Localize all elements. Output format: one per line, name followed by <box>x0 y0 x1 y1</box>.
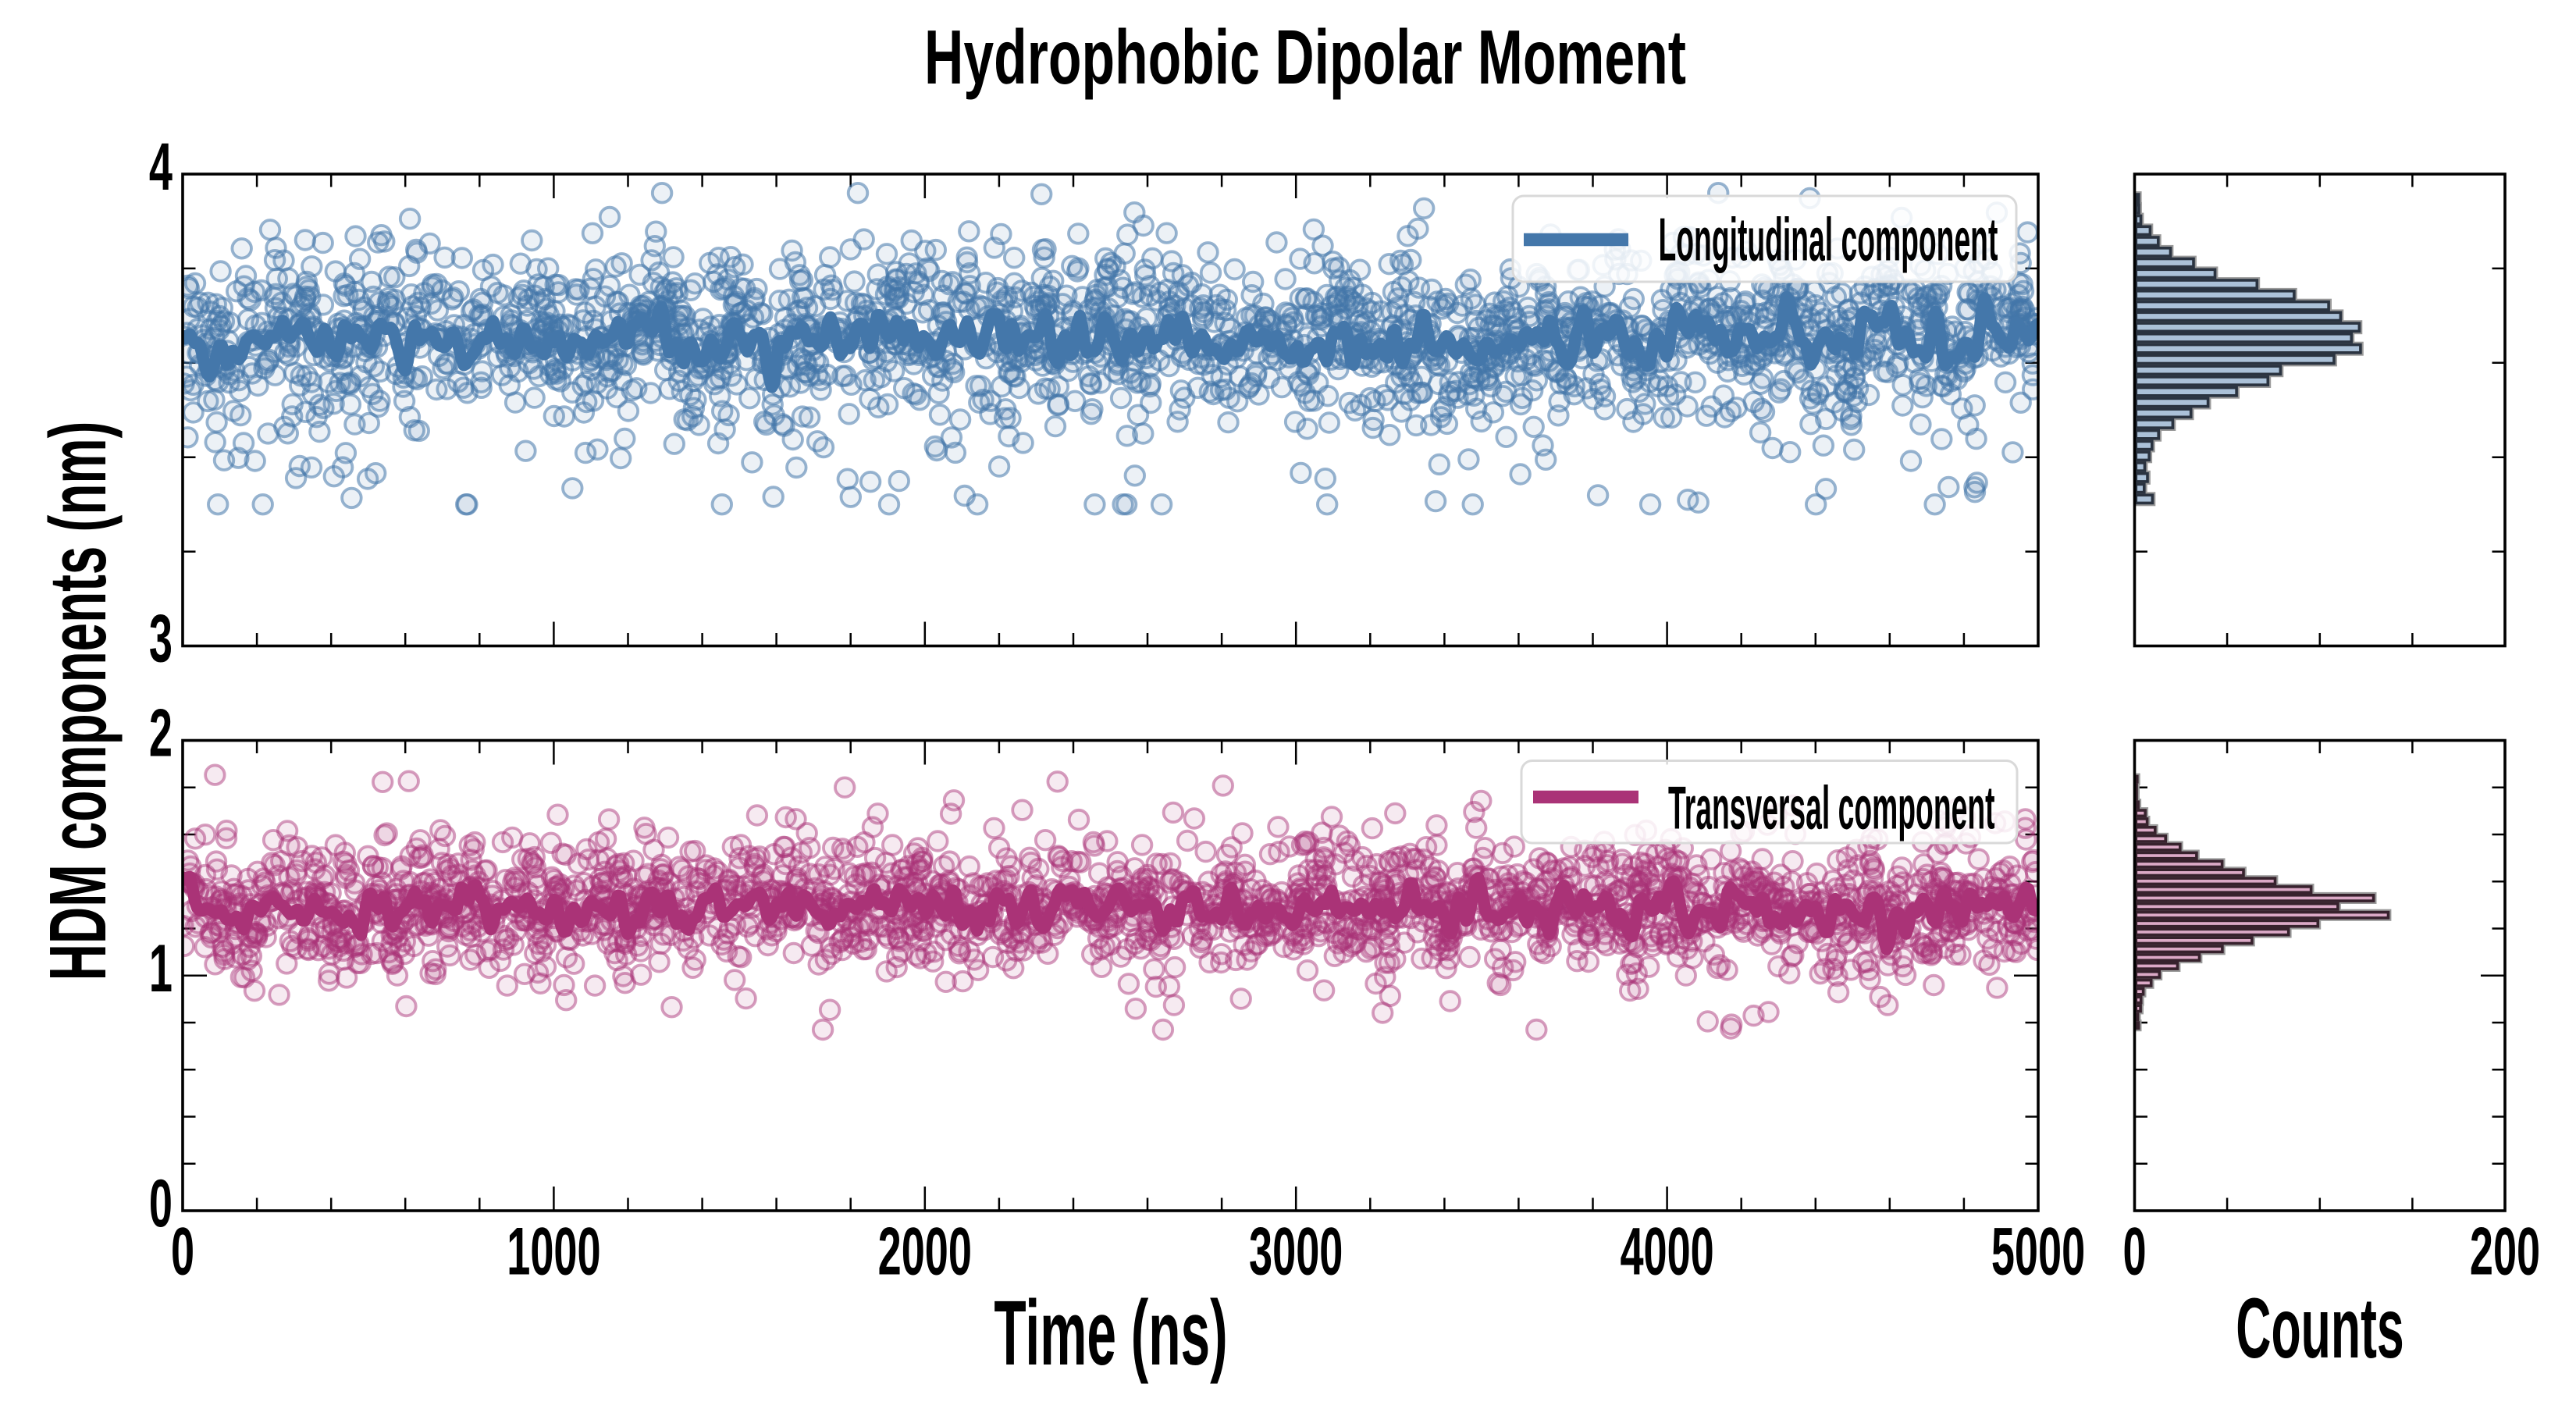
svg-text:HDM components (nm): HDM components (nm) <box>34 422 123 981</box>
svg-text:Longitudinal component: Longitudinal component <box>1659 205 1998 273</box>
svg-text:0: 0 <box>2122 1215 2146 1290</box>
svg-text:2000: 2000 <box>878 1215 972 1290</box>
svg-text:Counts: Counts <box>2236 1279 2403 1375</box>
svg-text:4000: 4000 <box>1620 1215 1713 1290</box>
svg-text:5000: 5000 <box>1991 1215 2085 1290</box>
svg-text:Hydrophobic Dipolar Moment: Hydrophobic Dipolar Moment <box>924 15 1686 100</box>
svg-text:1: 1 <box>149 931 173 1006</box>
svg-text:Time (ns): Time (ns) <box>994 1282 1227 1384</box>
svg-text:Transversal component: Transversal component <box>1668 774 1995 841</box>
svg-text:0: 0 <box>149 1166 173 1241</box>
svg-text:0: 0 <box>171 1215 194 1290</box>
svg-text:1000: 1000 <box>507 1215 600 1290</box>
svg-text:3: 3 <box>149 602 173 677</box>
svg-text:4: 4 <box>149 130 173 205</box>
svg-text:200: 200 <box>2470 1215 2540 1290</box>
svg-text:3000: 3000 <box>1249 1215 1343 1290</box>
svg-text:2: 2 <box>149 696 173 771</box>
